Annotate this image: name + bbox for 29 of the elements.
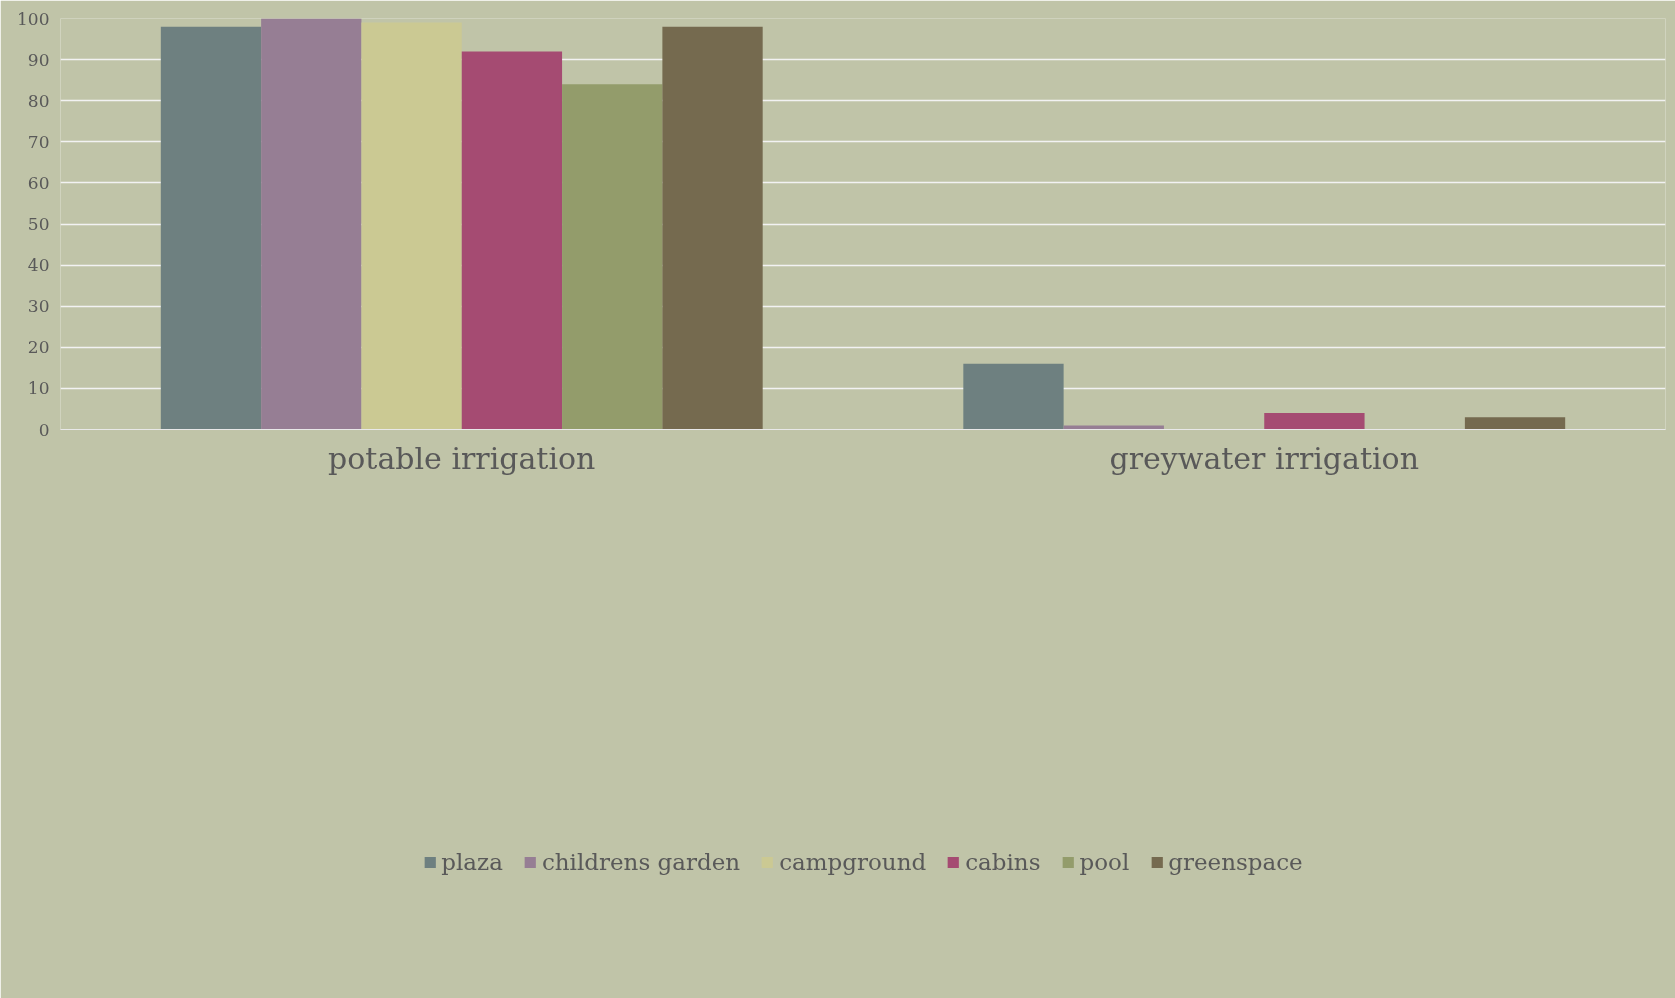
legend-label: plaza — [441, 848, 503, 875]
y-tick-label: 30 — [27, 296, 50, 317]
bar — [1464, 417, 1566, 430]
bar — [361, 22, 462, 430]
bar — [1264, 413, 1365, 430]
bar — [160, 26, 262, 430]
bar — [461, 51, 563, 430]
y-tick-label: 10 — [27, 378, 50, 399]
x-tick-label: potable irrigation — [328, 440, 596, 476]
legend-label: childrens garden — [541, 848, 741, 875]
bar — [963, 363, 1064, 430]
y-tick-label: 60 — [27, 172, 50, 193]
y-tick-label: 50 — [27, 214, 50, 234]
x-tick-label: greywater irrigation — [1109, 440, 1419, 476]
y-tick-label: 20 — [27, 337, 50, 358]
y-tick-label: 100 — [17, 8, 50, 29]
bar — [1063, 425, 1164, 430]
bar — [261, 18, 362, 430]
legend-label: pool — [1079, 848, 1130, 875]
y-tick-label: 80 — [27, 90, 50, 111]
bar — [662, 26, 763, 430]
legend-label: cabins — [965, 848, 1041, 875]
y-tick-label: 40 — [27, 255, 50, 276]
bar — [562, 84, 663, 430]
legend-label: greenspace — [1168, 848, 1303, 875]
y-tick-label: 90 — [27, 49, 50, 70]
y-tick-label: 70 — [27, 131, 50, 152]
y-tick-label: 0 — [38, 419, 50, 440]
legend-label: campground — [779, 848, 927, 875]
